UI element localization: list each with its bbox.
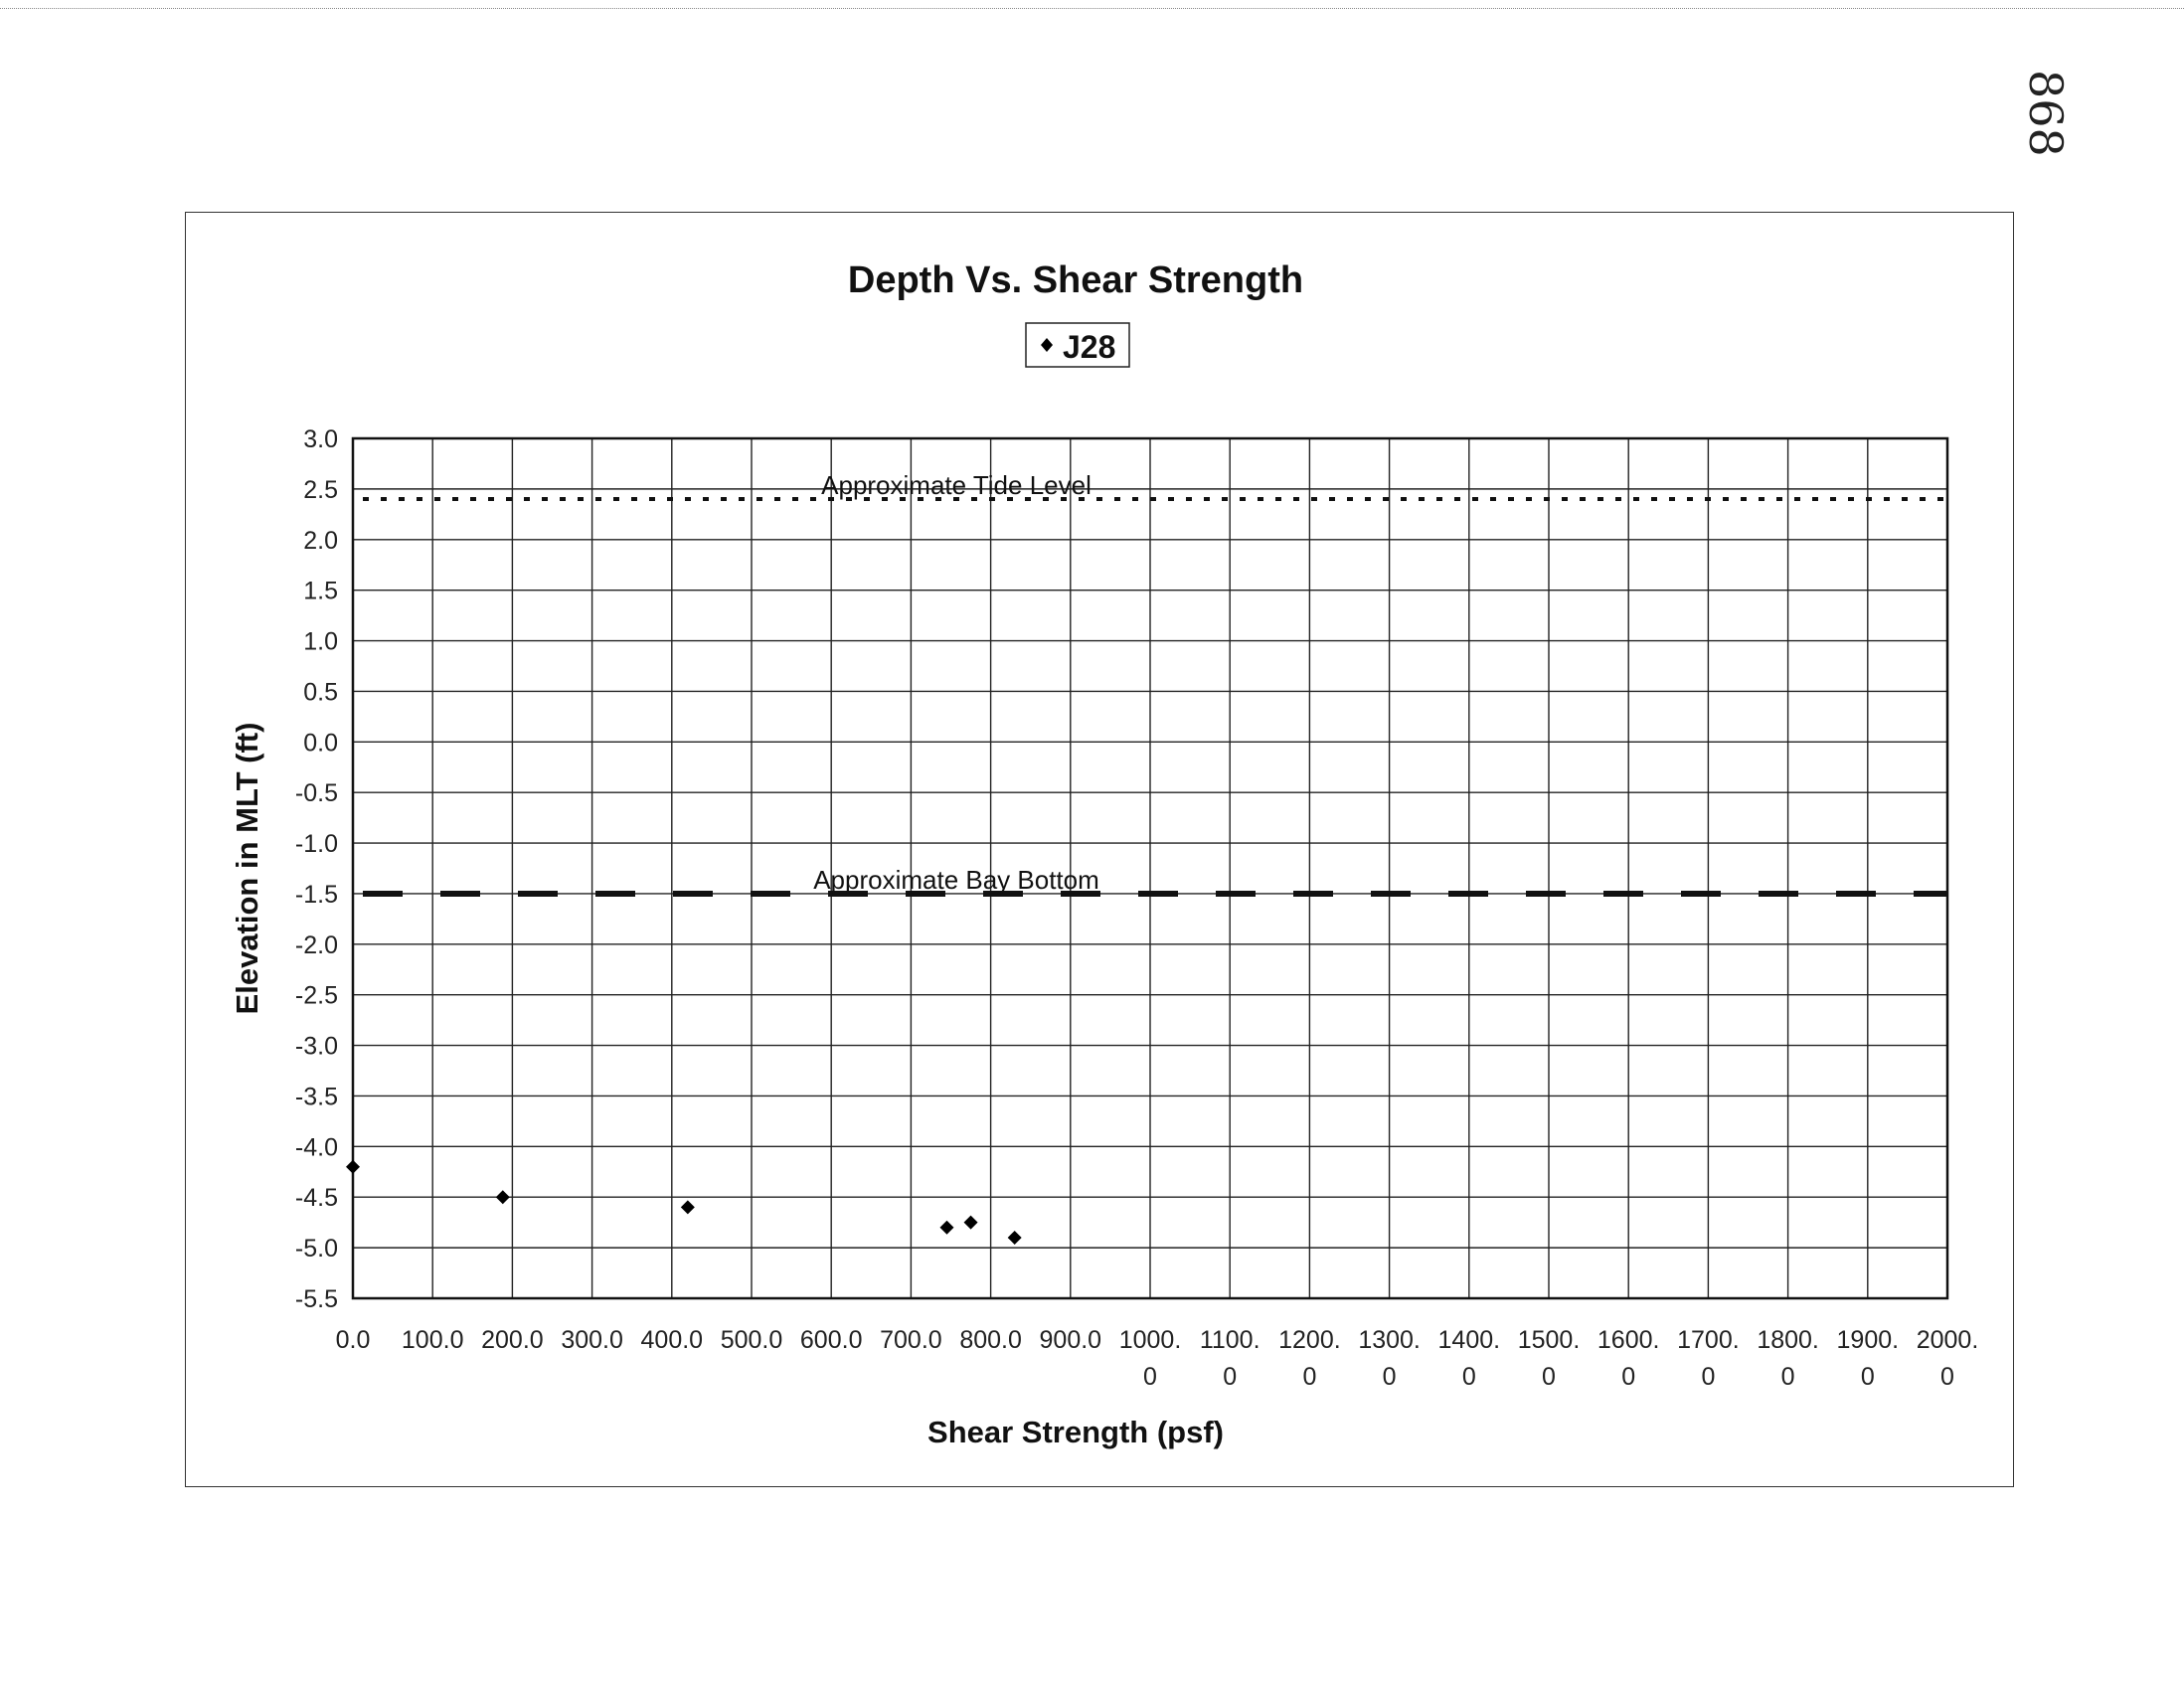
x-tick-label: 1100. xyxy=(1200,1326,1260,1354)
x-tick-label: 0 xyxy=(1940,1363,1954,1391)
page-top-rule xyxy=(0,8,2184,9)
x-tick-label: 1200. xyxy=(1278,1326,1341,1354)
chart-frame: Depth Vs. Shear Strength J28 3.0 2.5 2.0 1.5 1… xyxy=(185,212,2014,1487)
y-tick-label: -3.0 xyxy=(295,1033,338,1061)
x-tick-label: 800.0 xyxy=(959,1326,1022,1354)
tide-level-label: Approximate Tide Level xyxy=(821,470,1092,500)
x-tick-label: 1400. xyxy=(1438,1326,1501,1354)
data-point-j28 xyxy=(939,1220,954,1235)
x-tick-label: 200.0 xyxy=(481,1326,544,1354)
x-tick-label: 0 xyxy=(1542,1363,1556,1391)
bay-bottom-label: Approximate Bay Bottom xyxy=(813,865,1099,895)
x-tick-label: 1900. xyxy=(1837,1326,1900,1354)
x-tick-label: 1600. xyxy=(1597,1326,1660,1354)
x-tick-label: 0 xyxy=(1462,1363,1476,1391)
y-tick-label: 1.5 xyxy=(303,578,338,605)
x-tick-label: 0 xyxy=(1621,1363,1635,1391)
data-point-j28 xyxy=(495,1190,510,1205)
x-tick-label: 1300. xyxy=(1358,1326,1421,1354)
data-point-j28 xyxy=(963,1215,978,1230)
x-tick-label: 100.0 xyxy=(402,1326,464,1354)
y-tick-label: -0.5 xyxy=(295,779,338,807)
x-tick-label: 2000. xyxy=(1917,1326,1979,1354)
data-point-j28 xyxy=(346,1159,360,1174)
y-tick-label: -5.0 xyxy=(295,1235,338,1263)
y-tick-label: -2.0 xyxy=(295,931,338,959)
x-tick-label: 1000. xyxy=(1119,1326,1182,1354)
x-axis-title: Shear Strength (psf) xyxy=(927,1415,1224,1449)
x-tick-label: 700.0 xyxy=(880,1326,942,1354)
chart-title: Depth Vs. Shear Strength xyxy=(848,259,1303,301)
legend-label: J28 xyxy=(1063,329,1115,365)
y-tick-label: 3.0 xyxy=(303,425,338,453)
x-tick-label: 0 xyxy=(1701,1363,1715,1391)
x-tick-label: 500.0 xyxy=(721,1326,783,1354)
x-tick-label: 0 xyxy=(1223,1363,1237,1391)
scatter-chart: Depth Vs. Shear Strength J28 3.0 2.5 2.0 1.5 1… xyxy=(230,259,1979,1449)
data-point-j28 xyxy=(1007,1230,1022,1245)
y-tick-label: -3.5 xyxy=(295,1083,338,1110)
y-tick-label: -4.5 xyxy=(295,1184,338,1212)
y-tick-label: 2.0 xyxy=(303,527,338,555)
x-tick-label: 1700. xyxy=(1677,1326,1740,1354)
y-tick-label: 1.0 xyxy=(303,628,338,656)
data-point-j28 xyxy=(680,1200,695,1215)
x-tick-label: 0 xyxy=(1302,1363,1316,1391)
plot-area-border xyxy=(351,436,1949,1300)
y-tick-label: -2.5 xyxy=(295,982,338,1010)
x-tick-label: 0 xyxy=(1383,1363,1397,1391)
x-tick-label: 1800. xyxy=(1757,1326,1819,1354)
y-tick-label: 2.5 xyxy=(303,476,338,504)
x-tick-label: 300.0 xyxy=(561,1326,623,1354)
y-tick-label: -4.0 xyxy=(295,1133,338,1161)
x-tick-label: 0.0 xyxy=(336,1326,371,1354)
y-tick-label: -1.0 xyxy=(295,830,338,858)
y-tick-label: -5.5 xyxy=(295,1285,338,1313)
handwritten-page-number: 868 xyxy=(2019,70,2073,157)
legend-marker xyxy=(1041,338,1053,352)
x-tick-label: 0 xyxy=(1861,1363,1875,1391)
y-tick-label: 0.5 xyxy=(303,678,338,706)
x-tick-label: 1500. xyxy=(1518,1326,1581,1354)
x-tick-label: 400.0 xyxy=(641,1326,704,1354)
y-tick-label: -1.5 xyxy=(295,881,338,909)
x-tick-label: 900.0 xyxy=(1040,1326,1102,1354)
y-axis-title: Elevation in MLT (ft) xyxy=(230,723,264,1015)
x-tick-label: 0 xyxy=(1781,1363,1795,1391)
x-tick-label: 600.0 xyxy=(800,1326,863,1354)
x-tick-label: 0 xyxy=(1143,1363,1157,1391)
y-tick-label: 0.0 xyxy=(303,729,338,757)
